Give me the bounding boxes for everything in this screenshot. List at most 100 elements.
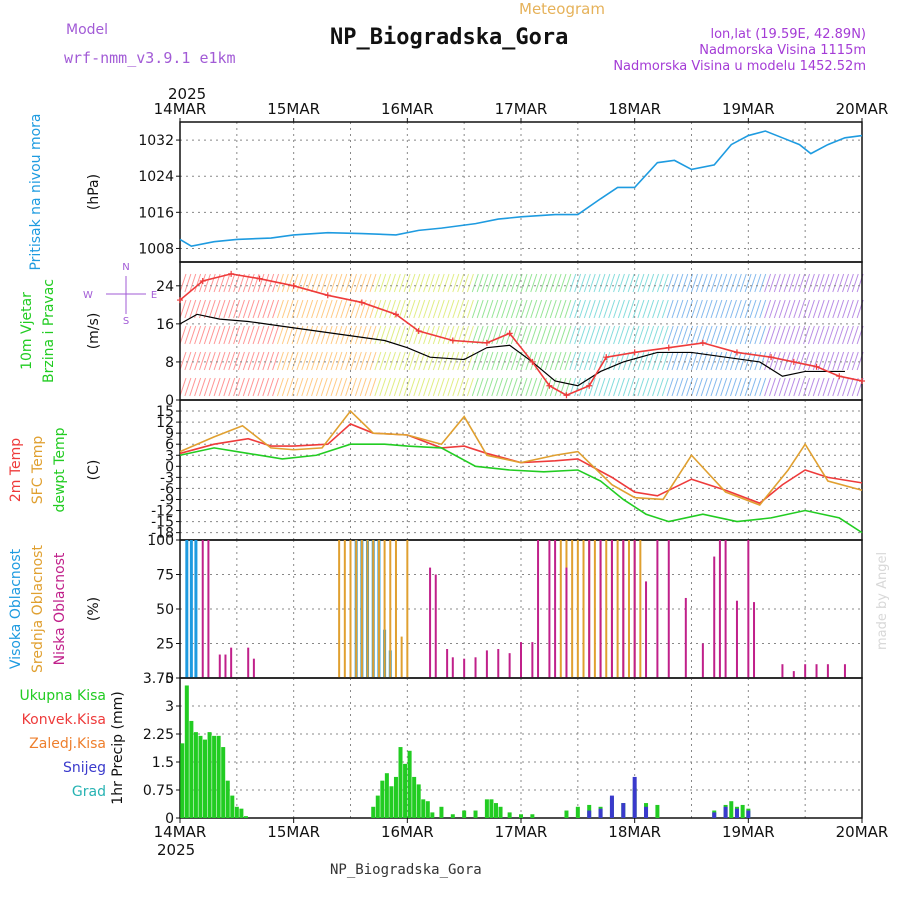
- y-tick-label: 1024: [138, 169, 174, 185]
- wind-barb: [418, 299, 426, 319]
- wind-barb: [817, 299, 825, 319]
- wind-barb: [778, 273, 786, 293]
- wind-barb: [652, 351, 660, 371]
- wind-barb: [345, 377, 353, 397]
- bar-0: [421, 799, 426, 818]
- wind-barb: [729, 351, 737, 371]
- day-label-top: 15MAR: [267, 100, 320, 118]
- wind-barb: [554, 351, 562, 371]
- wind-barb: [476, 351, 484, 371]
- bar-2: [531, 642, 534, 678]
- bar-0: [207, 732, 212, 818]
- wind-barb: [203, 299, 211, 319]
- wind-barb: [666, 325, 674, 345]
- bar-1: [400, 636, 403, 678]
- wind-barb: [617, 325, 625, 345]
- bar-2: [429, 567, 432, 678]
- wind-barb: [510, 273, 518, 293]
- wind-barb: [432, 325, 440, 345]
- wind-barb: [588, 377, 596, 397]
- wind-barb: [447, 299, 455, 319]
- bar-0: [216, 735, 221, 818]
- wind-barb: [384, 377, 392, 397]
- wind-barb: [423, 377, 431, 397]
- wind-barb: [851, 351, 859, 371]
- wind-barb: [320, 273, 328, 293]
- wind-barb: [457, 377, 465, 397]
- wind-barb: [466, 299, 474, 319]
- wind-barb: [803, 273, 811, 293]
- wind-barb: [325, 351, 333, 371]
- elevation-label: Nadmorska Visina 1115m: [699, 43, 866, 58]
- wind-barb: [418, 273, 426, 293]
- wind-barb: [525, 273, 533, 293]
- wind-barb: [559, 325, 567, 345]
- wind-barb: [749, 325, 757, 345]
- bar-0: [473, 810, 478, 818]
- wind-barb: [320, 377, 328, 397]
- wind-barb: [773, 273, 781, 293]
- wind-barb: [471, 273, 479, 293]
- wind-barb: [583, 325, 591, 345]
- y-tick-label: 24: [156, 279, 174, 295]
- wind-barb: [817, 377, 825, 397]
- wind-barb: [452, 273, 460, 293]
- wind-barb: [725, 325, 733, 345]
- bar-0: [371, 806, 376, 818]
- wind-barb: [408, 351, 416, 371]
- wind-barb: [199, 325, 206, 345]
- wind-barb: [652, 273, 660, 293]
- bar-0: [189, 540, 193, 678]
- wind-barb: [281, 299, 289, 319]
- wind-barb: [803, 351, 811, 371]
- wind-barb: [354, 351, 362, 371]
- bar-2: [724, 540, 727, 678]
- wind-barb: [257, 325, 265, 345]
- wind-barb: [330, 325, 338, 345]
- wind-barb: [798, 377, 806, 397]
- wind-barb: [783, 377, 791, 397]
- wind-barb: [359, 377, 367, 397]
- wind-barb: [291, 273, 299, 293]
- wind-barb: [442, 273, 450, 293]
- wind-barb: [773, 299, 781, 319]
- wind-barb: [720, 273, 728, 293]
- wind-barb: [666, 273, 674, 293]
- wind-barb: [471, 325, 479, 345]
- bar-2: [804, 664, 807, 678]
- y-tick-label: -15: [151, 515, 174, 531]
- day-label-bottom: 15MAR: [267, 823, 320, 841]
- bar-0: [425, 801, 430, 818]
- wind-barb: [315, 273, 323, 293]
- wind-barb: [184, 377, 192, 397]
- wind-barb: [223, 377, 231, 397]
- wind-barb: [471, 377, 479, 397]
- wind-barb: [837, 377, 845, 397]
- wind-barb: [315, 351, 323, 371]
- wind-barb: [832, 351, 840, 371]
- gust-marker: [768, 354, 775, 361]
- wind-barb: [803, 299, 811, 319]
- wind-barb: [768, 273, 776, 293]
- wind-barb: [393, 299, 401, 319]
- wind-barb: [647, 273, 655, 293]
- y-tick-label: 0: [165, 393, 174, 409]
- gust-marker: [177, 297, 183, 304]
- bar-2: [667, 540, 670, 678]
- day-label-top: 18MAR: [608, 100, 661, 118]
- wind-barb: [661, 325, 669, 345]
- wind-barb: [286, 377, 294, 397]
- wind-barb: [306, 351, 314, 371]
- bar-1: [372, 540, 375, 678]
- wind-barb: [325, 325, 333, 345]
- wind-barb: [807, 299, 815, 319]
- wind-barb: [622, 273, 630, 293]
- wind-barb: [754, 273, 762, 293]
- wind-barb: [681, 273, 689, 293]
- wind-barb: [208, 351, 216, 371]
- wind-barb: [213, 299, 221, 319]
- wind-barb: [427, 351, 435, 371]
- wind-barb: [179, 377, 187, 397]
- bar-0: [375, 795, 380, 818]
- wind-barb: [569, 351, 577, 371]
